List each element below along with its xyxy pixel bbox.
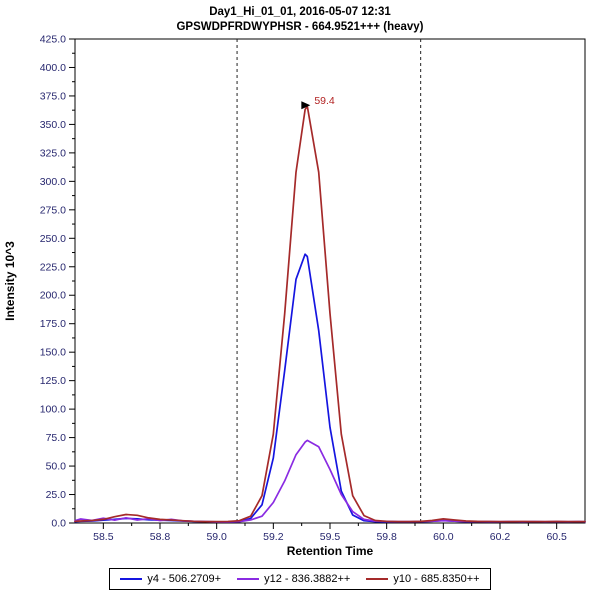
series-trace-y10[interactable] xyxy=(74,105,586,523)
y-tick-label: 325.0 xyxy=(40,147,66,159)
x-tick-label: 58.8 xyxy=(150,531,171,543)
y-tick-label: 25.0 xyxy=(46,489,67,501)
x-tick-label: 58.5 xyxy=(93,531,114,543)
legend-item-y12: y12 - 836.3882++ xyxy=(237,573,350,585)
y-tick-label: 400.0 xyxy=(40,62,66,74)
y-tick-label: 250.0 xyxy=(40,233,66,245)
legend-label-y10: y10 - 685.8350++ xyxy=(393,573,480,585)
series-y4-swatch xyxy=(120,578,143,580)
x-tick-label: 60.0 xyxy=(433,531,454,543)
peak-apex-arrow-icon xyxy=(301,101,311,110)
peak-rt-annotation: 59.4 xyxy=(314,95,335,107)
x-tick-label: 59.0 xyxy=(206,531,227,543)
y-tick-label: 350.0 xyxy=(40,119,66,131)
y-tick-label: 100.0 xyxy=(40,404,66,416)
legend-label-y12: y12 - 836.3882++ xyxy=(264,573,351,585)
legend-label-y4: y4 - 506.2709+ xyxy=(147,573,222,585)
y-tick-label: 150.0 xyxy=(40,347,66,359)
y-tick-label: 75.0 xyxy=(46,432,67,444)
y-tick-label: 200.0 xyxy=(40,290,66,302)
x-tick-label: 59.5 xyxy=(320,531,341,543)
legend-item-y10: y10 - 685.8350++ xyxy=(366,573,480,585)
chart-title-peptide: GPSWDPFRDWYPHSR - 664.9521+++ (heavy) xyxy=(176,21,424,33)
chart-header: Day1_Hi_01_01, 2016-05-07 12:31 GPSWDPFR… xyxy=(0,0,600,35)
y-tick-label: 375.0 xyxy=(40,90,66,102)
x-tick-label: 59.8 xyxy=(376,531,397,543)
plot-border xyxy=(74,38,586,524)
y-tick-label: 275.0 xyxy=(40,204,66,216)
y-tick-label: 125.0 xyxy=(40,375,66,387)
y-tick-label: 175.0 xyxy=(40,318,66,330)
x-tick-label: 60.2 xyxy=(490,531,511,543)
series-y12-swatch xyxy=(237,578,260,580)
y-tick-label: 0.0 xyxy=(51,518,66,530)
x-tick-label: 60.5 xyxy=(546,531,567,543)
y-tick-label: 225.0 xyxy=(40,261,66,273)
y-tick-label: 50.0 xyxy=(46,461,67,473)
series-y10-swatch xyxy=(366,578,389,580)
legend-box: y4 - 506.2709+ y12 - 836.3882++ y10 - 68… xyxy=(109,568,491,590)
y-axis-title: Intensity 10^3 xyxy=(3,241,17,321)
legend: y4 - 506.2709+ y12 - 836.3882++ y10 - 68… xyxy=(0,568,600,590)
x-tick-label: 59.2 xyxy=(263,531,284,543)
y-tick-label: 300.0 xyxy=(40,176,66,188)
chart-title-run: Day1_Hi_01_01, 2016-05-07 12:31 xyxy=(209,6,391,18)
x-axis-title: Retention Time xyxy=(287,544,374,558)
chromatogram-plot[interactable]: 0.0 25.0 50.0 75.0 100.0 125.0 150.0 175.0 200.0… xyxy=(0,35,600,567)
legend-item-y4: y4 - 506.2709+ xyxy=(120,573,221,585)
y-tick-label: 425.0 xyxy=(40,35,66,46)
